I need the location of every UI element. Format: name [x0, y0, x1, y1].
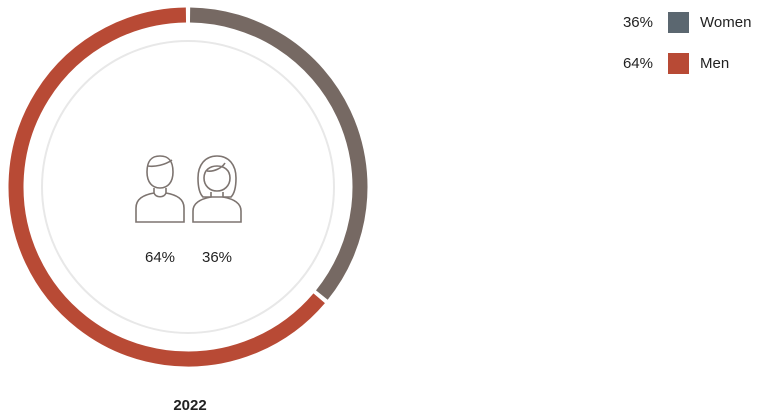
legend-label: Men [700, 55, 729, 72]
man-icon [135, 155, 185, 223]
legend-swatch [668, 12, 689, 33]
woman-icon [192, 155, 242, 223]
center-label: 36% [202, 249, 232, 266]
donut-segment [8, 7, 325, 367]
legend-value: 36% [623, 14, 653, 31]
donut-segment [189, 7, 368, 300]
inner-ring [41, 40, 335, 334]
center-label: 64% [145, 249, 175, 266]
legend-label: Women [700, 14, 751, 31]
legend-swatch [668, 53, 689, 74]
legend-value: 64% [623, 55, 653, 72]
chart-title: 2022 [173, 397, 206, 414]
